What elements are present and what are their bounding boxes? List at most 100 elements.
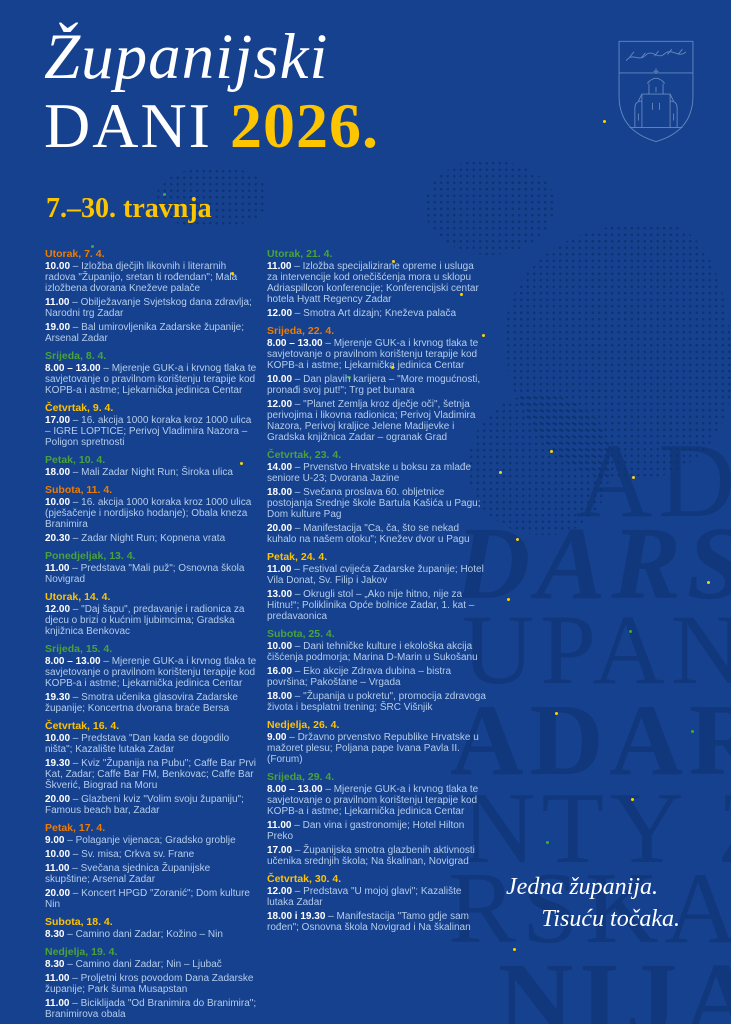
day-section: Petak, 10. 4. 18.00 – Mali Zadar Night Ru… xyxy=(45,455,257,479)
event-time: 20.00 xyxy=(267,523,293,534)
day-section: Utorak, 21. 4. 11.00 – Izložba specijaliz… xyxy=(267,249,486,320)
day-section: Petak, 24. 4. 11.00 – Festival cvijeća Za… xyxy=(267,551,486,623)
event-time: 10.00 xyxy=(267,374,293,385)
event-time: 13.00 xyxy=(267,589,293,600)
event-time: 20.00 xyxy=(45,794,71,805)
yellow-dot xyxy=(240,462,243,465)
day-heading: Srijeda, 8. 4. xyxy=(45,350,107,362)
watermark-text: ADAR C xyxy=(450,684,731,797)
event-time: 18.00 i 19.30 xyxy=(267,911,326,922)
event-item: 9.00 – Državno prvenstvo Republike Hrvat… xyxy=(267,732,479,765)
event-schedule: Utorak, 7. 4. 10.00 – Izložba dječjih lik… xyxy=(45,249,486,1024)
event-time: 12.00 xyxy=(267,886,293,897)
event-item: 11.00 – Biciklijada "Od Branimira do Bra… xyxy=(45,998,257,1020)
event-time: 10.00 xyxy=(45,733,71,744)
event-time: 16.00 xyxy=(267,666,293,677)
yellow-dot xyxy=(707,581,710,584)
event-item: 11.00 – Proljetni kros povodom Dana Zada… xyxy=(45,973,254,995)
yellow-dot xyxy=(507,598,510,601)
event-item: 11.00 – Predstava "Mali puž"; Osnovna šk… xyxy=(45,563,245,585)
day-heading: Nedjelja, 26. 4. xyxy=(267,719,340,731)
event-item: 17.00 – 16. akcija 1000 koraka kroz 1000… xyxy=(45,415,252,448)
event-time: 9.00 xyxy=(45,835,65,846)
event-item: 20.30 – Zadar Night Run; Kopnena vrata xyxy=(45,533,226,544)
event-time: 19.30 xyxy=(45,758,71,769)
day-section: Četvrtak, 30. 4. 12.00 – Predstava "U moj… xyxy=(267,873,486,934)
coat-of-arms-icon xyxy=(618,40,694,143)
event-item: 11.00 – Festival cvijeća Zadarske župani… xyxy=(267,564,484,586)
green-dot xyxy=(546,841,549,844)
day-heading: Srijeda, 22. 4. xyxy=(267,325,335,337)
event-item: 8.30 – Camino dani Zadar; Kožino – Nin xyxy=(45,929,223,940)
green-dot xyxy=(348,376,351,379)
slogan-line2: Tisuću točaka. xyxy=(541,905,680,932)
event-time: 19.30 xyxy=(45,692,71,703)
event-time: 11.00 xyxy=(45,563,70,574)
event-time: 20.30 xyxy=(45,533,71,544)
event-item: 12.00 – "Daj šapu", predavanje i radioni… xyxy=(45,604,245,637)
schedule-column-right: Utorak, 21. 4. 11.00 – Izložba specijaliz… xyxy=(267,249,486,1024)
day-heading: Četvrtak, 16. 4. xyxy=(45,720,120,732)
event-item: 10.00 – Sv. misa; Crkva sv. Frane xyxy=(45,849,195,860)
event-time: 14.00 xyxy=(267,462,293,473)
event-time: 8.00 – 13.00 xyxy=(45,363,101,374)
event-time: 19.00 xyxy=(45,322,71,333)
day-heading: Srijeda, 15. 4. xyxy=(45,643,113,655)
event-item: 11.00 – Obilježavanje Svjetskog dana zdr… xyxy=(45,297,252,319)
title-year: 2026. xyxy=(229,90,379,162)
event-item: 18.00 – "Županija u pokretu", promocija … xyxy=(267,691,486,713)
event-time: 8.00 – 13.00 xyxy=(45,656,101,667)
event-item: 19.30 – Kviz "Županija na Pubu"; Caffe B… xyxy=(45,758,256,791)
day-heading: Petak, 24. 4. xyxy=(267,551,328,563)
green-dot xyxy=(691,730,694,733)
event-item: 19.00 – Bal umirovljenika Zadarske župan… xyxy=(45,322,245,344)
day-heading: Srijeda, 29. 4. xyxy=(267,771,335,783)
title-line2: DANI xyxy=(44,90,212,162)
day-heading: Utorak, 7. 4. xyxy=(45,248,105,260)
event-time: 11.00 xyxy=(45,863,70,874)
event-item: 12.00 – Smotra Art dizajn; Kneževa palač… xyxy=(267,308,457,319)
event-item: 10.00 – Dan plavih karijera – "More mogu… xyxy=(267,374,481,396)
title-line1: Županijski xyxy=(44,21,329,93)
watermark-text: DARSK xyxy=(455,506,731,621)
yellow-dot xyxy=(231,272,234,275)
halftone-map-dots xyxy=(155,168,267,228)
day-section: Četvrtak, 16. 4. 10.00 – Predstava "Dan k… xyxy=(45,720,257,817)
yellow-dot xyxy=(555,712,558,715)
event-item: 10.00 – Predstava "Dan kada se dogodilo … xyxy=(45,733,230,755)
day-heading: Nedjelja, 19. 4. xyxy=(45,946,118,958)
yellow-dot xyxy=(631,798,634,801)
event-time: 17.00 xyxy=(45,415,71,426)
day-section: Utorak, 14. 4. 12.00 – "Daj šapu", predav… xyxy=(45,591,257,638)
event-item: 20.00 – Manifestacija "Ca, ča, što se ne… xyxy=(267,523,470,545)
event-time: 12.00 xyxy=(267,399,293,410)
green-dot xyxy=(629,630,632,633)
date-range: 7.–30. travnja xyxy=(46,193,212,224)
event-time: 11.00 xyxy=(45,297,70,308)
event-time: 18.00 xyxy=(45,467,71,478)
watermark-text: NTY ZA xyxy=(462,772,731,885)
day-section: Četvrtak, 23. 4. 14.00 – Prvenstvo Hrvats… xyxy=(267,449,486,546)
day-heading: Subota, 11. 4. xyxy=(45,484,113,496)
event-item: 11.00 – Izložba specijalizirane opreme i… xyxy=(267,261,479,305)
day-heading: Subota, 18. 4. xyxy=(45,916,113,928)
day-section: Utorak, 7. 4. 10.00 – Izložba dječjih lik… xyxy=(45,248,257,345)
yellow-dot xyxy=(391,366,394,369)
event-item: 20.00 – Glazbeni kviz "Volim svoju župan… xyxy=(45,794,244,816)
day-heading: Utorak, 14. 4. xyxy=(45,591,111,603)
event-time: 10.00 xyxy=(45,849,71,860)
day-section: Subota, 11. 4. 10.00 – 16. akcija 1000 ko… xyxy=(45,484,257,545)
day-heading: Četvrtak, 30. 4. xyxy=(267,873,342,885)
event-time: 11.00 xyxy=(267,564,292,575)
poster-title: Županijski DANI 2026. xyxy=(44,22,379,159)
event-time: 17.00 xyxy=(267,845,293,856)
yellow-dot xyxy=(603,120,606,123)
event-time: 8.30 xyxy=(45,959,65,970)
event-item: 12.00 – "Planet Zemlja kroz dječje oči",… xyxy=(267,399,476,443)
event-time: 11.00 xyxy=(45,998,70,1009)
day-heading: Četvrtak, 23. 4. xyxy=(267,449,342,461)
day-section: Petak, 17. 4. 9.00 – Polaganje vijenaca; … xyxy=(45,823,257,911)
day-section: Subota, 25. 4. 10.00 – Dani tehničke kult… xyxy=(267,629,486,714)
slogan: Jedna županija. Tisuću točaka. xyxy=(420,872,680,935)
watermark-text: UPANIJA xyxy=(462,594,731,705)
